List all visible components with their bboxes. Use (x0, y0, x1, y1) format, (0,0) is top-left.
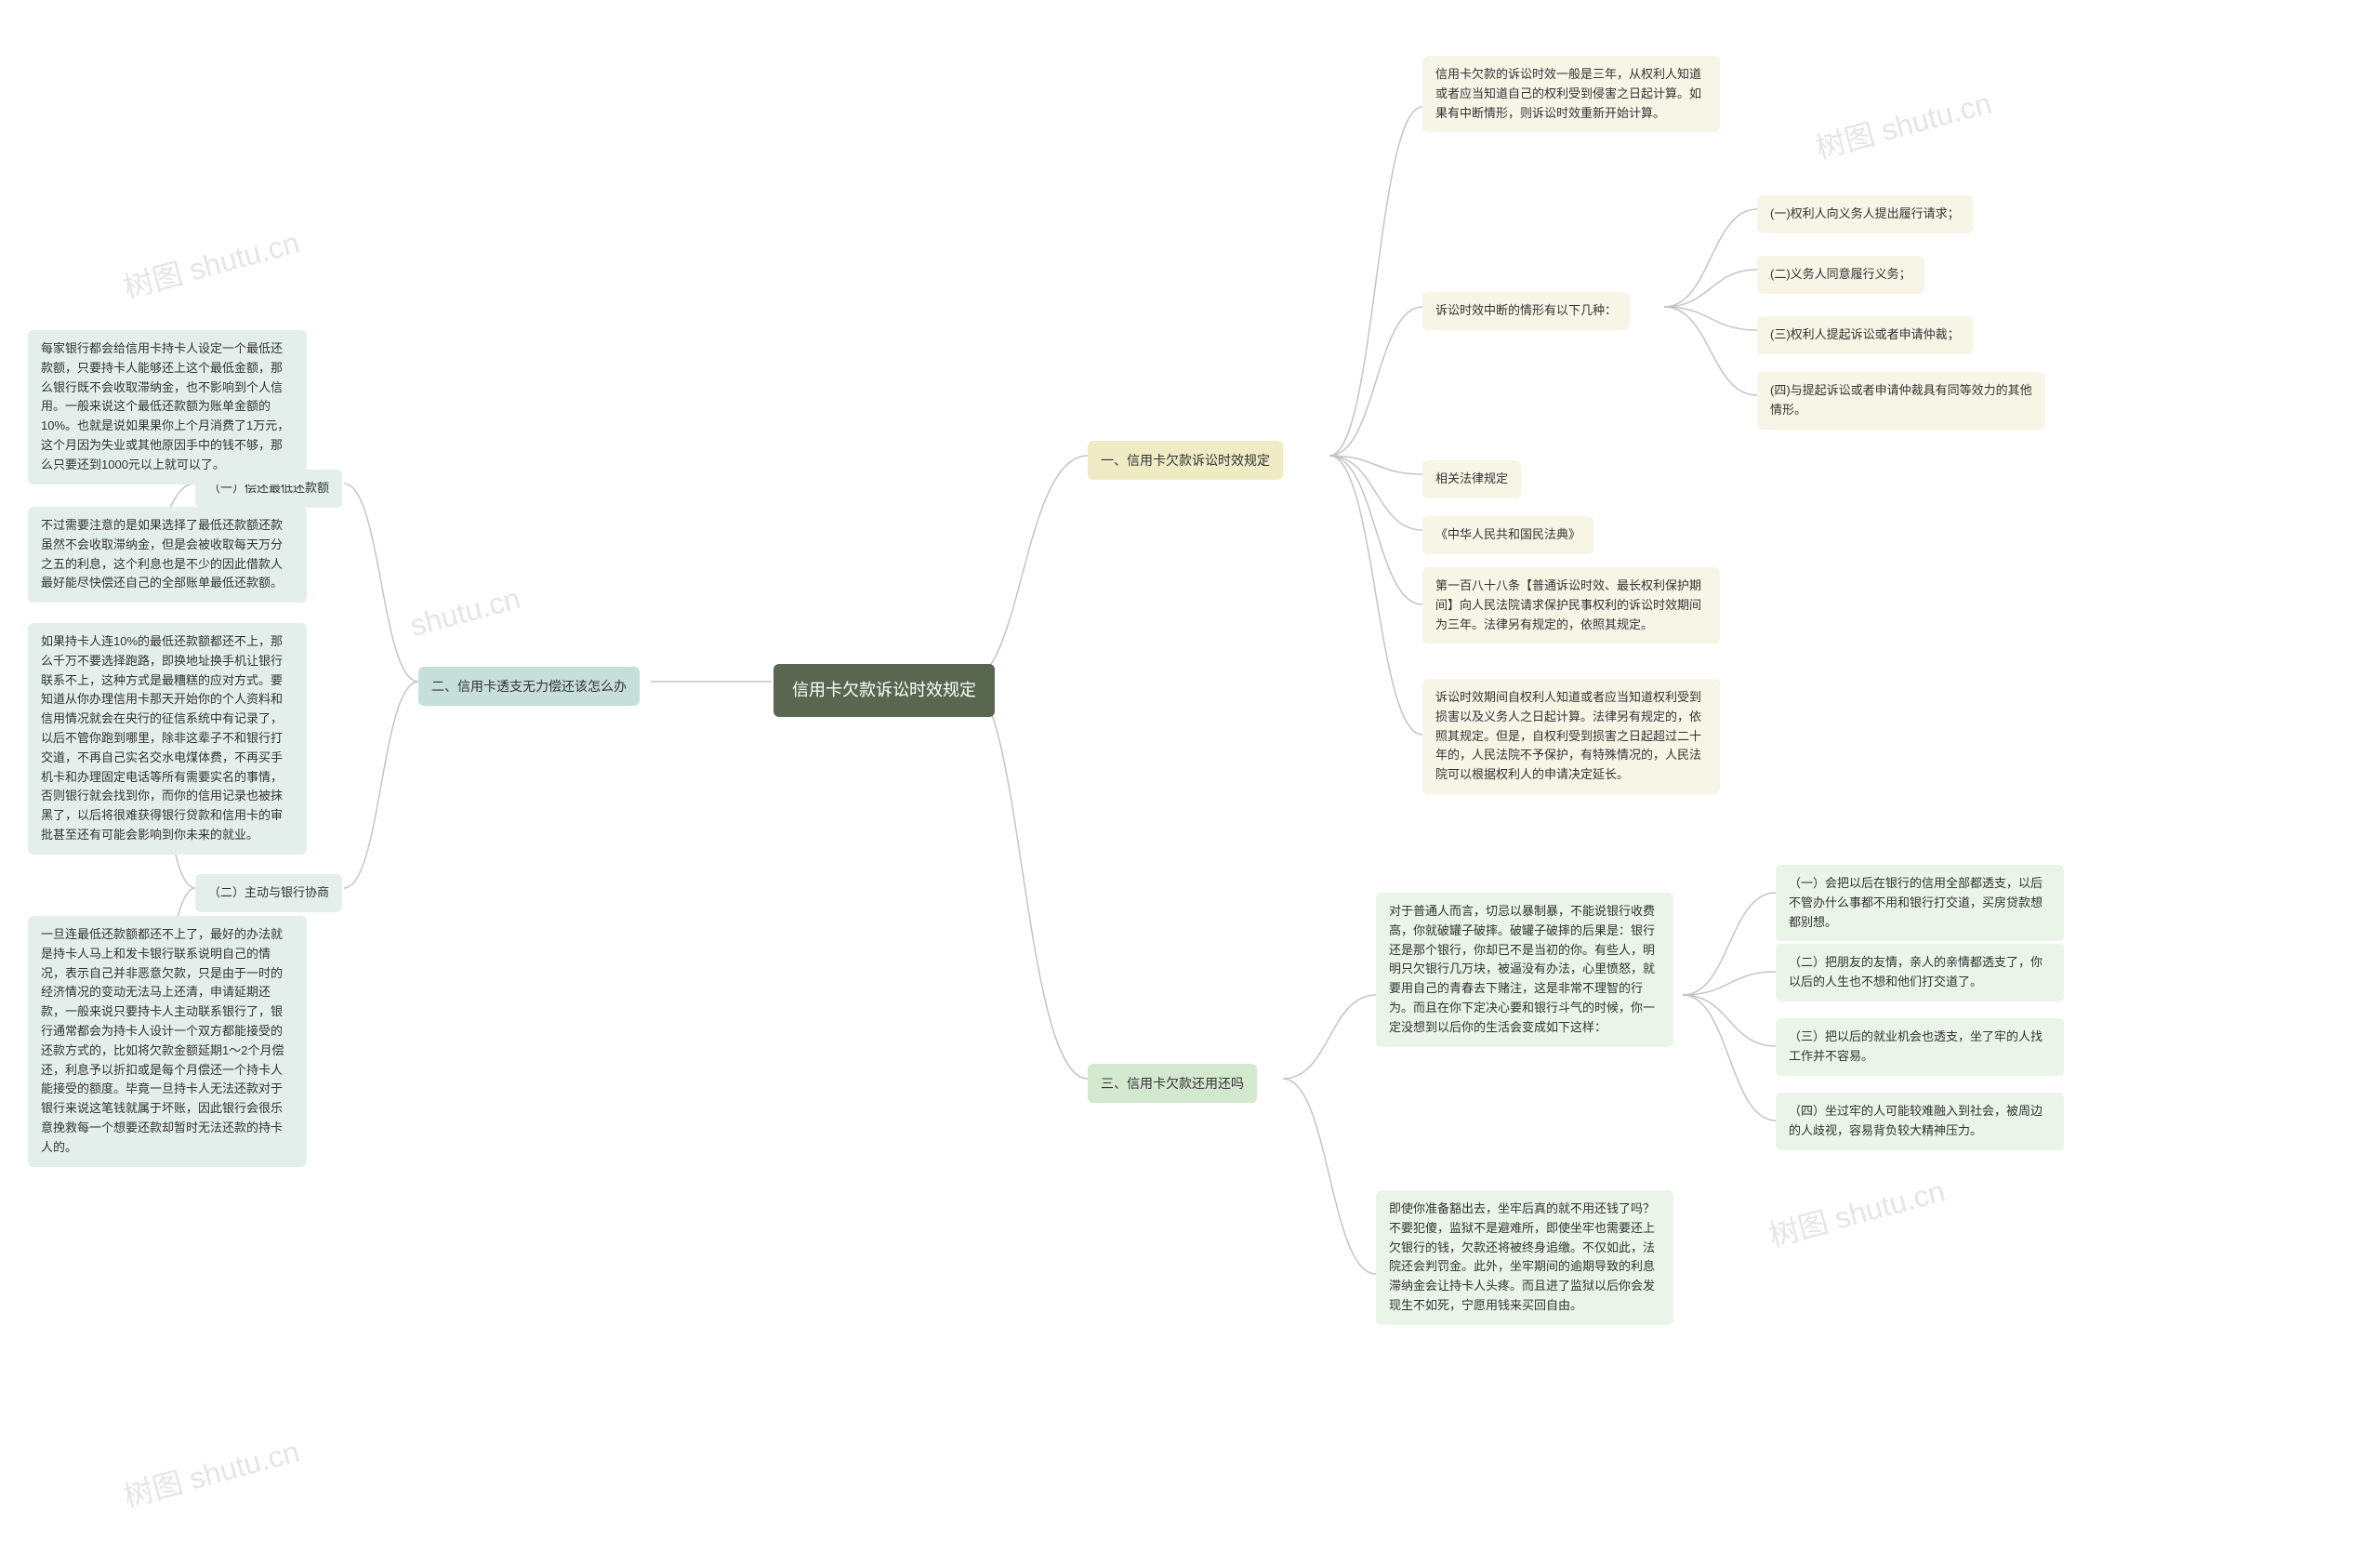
branch-1-interrupt-item-4: (四)与提起诉讼或者申请仲裁具有同等效力的其他情形。 (1757, 372, 2045, 430)
branch-1-title: 一、信用卡欠款诉讼时效规定 (1088, 441, 1283, 480)
branch-1-law-label: 相关法律规定 (1422, 460, 1521, 498)
branch-2-sub1-p1: 每家银行都会给信用卡持卡人设定一个最低还款额，只要持卡人能够还上这个最低金额，那… (28, 330, 307, 484)
mindmap-container: 信用卡欠款诉讼时效规定 一、信用卡欠款诉讼时效规定 信用卡欠款的诉讼时效一般是三… (0, 0, 2380, 1552)
branch-3-item-4: （四）坐过牢的人可能较难融入到社会，被周边的人歧视，容易背负较大精神压力。 (1776, 1093, 2064, 1150)
branch-3-item-2: （二）把朋友的友情，亲人的亲情都透支了，你以后的人生也不想和他们打交道了。 (1776, 944, 2064, 1002)
branch-3-title: 三、信用卡欠款还用还吗 (1088, 1064, 1257, 1103)
root-node: 信用卡欠款诉讼时效规定 (774, 664, 995, 717)
branch-1-interrupt-item-3: (三)权利人提起诉讼或者申请仲裁； (1757, 316, 1973, 354)
branch-1-interrupt-label: 诉讼时效中断的情形有以下几种： (1422, 292, 1630, 330)
branch-1-law-code: 《中华人民共和国民法典》 (1422, 516, 1593, 554)
branch-1-interrupt-item-1: (一)权利人向义务人提出履行请求； (1757, 195, 1973, 233)
branch-1-law-article: 第一百八十八条【普通诉讼时效、最长权利保护期间】向人民法院请求保护民事权利的诉讼… (1422, 567, 1720, 643)
connector-lines (0, 0, 2380, 1552)
branch-2-sub2-p1: 如果持卡人连10%的最低还款额都还不上，那么千万不要选择跑路，即换地址换手机让银… (28, 623, 307, 855)
branch-3-item-1: （一）会把以后在银行的信用全部都透支，以后不管办什么事都不用和银行打交道，买房贷… (1776, 865, 2064, 941)
branch-1-law-detail: 诉讼时效期间自权利人知道或者应当知道权利受到损害以及义务人之日起计算。法律另有规… (1422, 679, 1720, 794)
branch-2-sub1-p2: 不过需要注意的是如果选择了最低还款额还款虽然不会收取滞纳金，但是会被收取每天万分… (28, 507, 307, 603)
branch-3-outro: 即使你准备豁出去，坐牢后真的就不用还钱了吗？不要犯傻，监狱不是避难所，即使坐牢也… (1376, 1190, 1673, 1325)
branch-3-item-3: （三）把以后的就业机会也透支，坐了牢的人找工作并不容易。 (1776, 1018, 2064, 1076)
branch-1-intro: 信用卡欠款的诉讼时效一般是三年，从权利人知道或者应当知道自己的权利受到侵害之日起… (1422, 56, 1720, 132)
branch-2-title: 二、信用卡透支无力偿还该怎么办 (418, 667, 640, 706)
branch-3-intro: 对于普通人而言，切忌以暴制暴，不能说银行收费高，你就破罐子破摔。破罐子破摔的后果… (1376, 893, 1673, 1047)
branch-1-interrupt-item-2: (二)义务人同意履行义务； (1757, 256, 1924, 294)
branch-2-sub2-p2: 一旦连最低还款额都还不上了，最好的办法就是持卡人马上和发卡银行联系说明自己的情况… (28, 916, 307, 1167)
branch-2-sub2-label: （二）主动与银行协商 (195, 874, 342, 912)
